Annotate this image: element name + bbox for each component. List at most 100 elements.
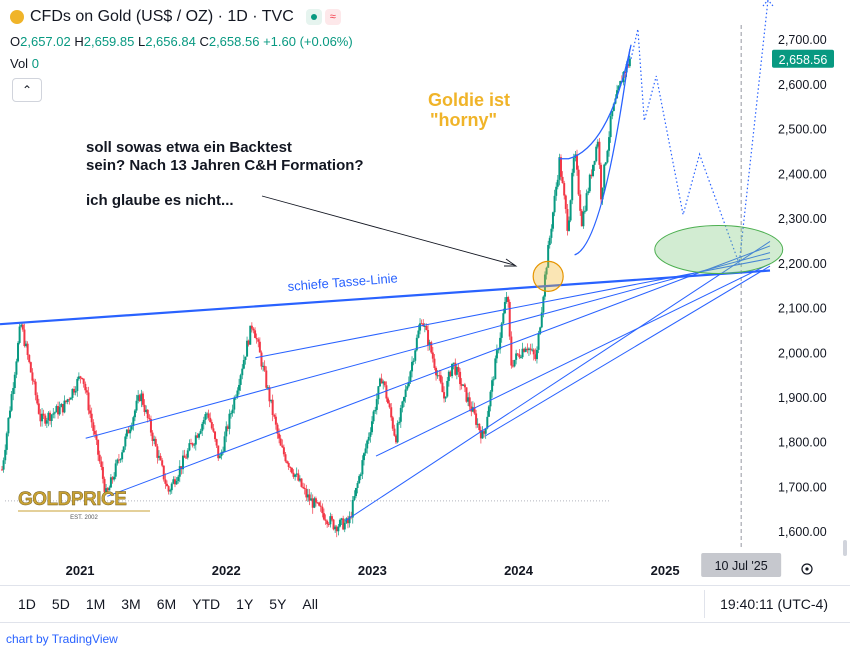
timezone-clock[interactable]: 19:40:11 (UTC-4) [720, 596, 828, 612]
candle-body [218, 456, 221, 459]
y-tick-label: 2,700.00 [778, 33, 827, 47]
annotation-arrowhead [504, 258, 518, 267]
candle-body [414, 350, 417, 361]
gold-annotation-line1: Goldie ist [428, 90, 510, 110]
candle-body [494, 358, 497, 380]
candle-body [73, 388, 76, 393]
candle-body [63, 400, 66, 413]
candle-body [375, 399, 378, 410]
candle-body [580, 210, 583, 227]
candle-body [266, 387, 269, 389]
timeframe-ytd[interactable]: YTD [192, 596, 221, 612]
candle-body [239, 375, 242, 385]
timeframe-1m[interactable]: 1M [85, 596, 106, 612]
candle-body [511, 365, 514, 367]
timeframe-6m[interactable]: 6M [156, 596, 177, 612]
candle-body [427, 329, 430, 346]
candle-body [170, 483, 173, 491]
candle-body [7, 417, 10, 434]
candle-body [361, 460, 364, 475]
candle-body [4, 449, 7, 461]
candle-body [601, 187, 604, 200]
candle-body [300, 478, 303, 487]
x-tick-label: 2025 [651, 563, 680, 578]
candle-body [254, 330, 257, 338]
collapse-legend-button[interactable]: ⌃ [12, 78, 42, 102]
candle-body [502, 313, 505, 324]
candle-body [303, 487, 306, 490]
candle-body [447, 371, 450, 381]
candle-body [71, 388, 74, 398]
divider [0, 622, 850, 623]
timeframe-3m[interactable]: 3M [121, 596, 141, 612]
candle-body [260, 352, 263, 367]
candle-body [122, 446, 125, 453]
trendline [344, 241, 771, 522]
timeframe-5y[interactable]: 5Y [269, 596, 287, 612]
candle-body [23, 329, 26, 347]
annotation-text-line2: sein? Nach 13 Jahren C&H Formation? [86, 157, 364, 174]
timeframe-1y[interactable]: 1Y [236, 596, 254, 612]
x-tick-label: 2024 [504, 563, 534, 578]
candle-body [66, 399, 69, 402]
candle-body [311, 498, 314, 508]
candle-body [358, 476, 361, 484]
candle-body [335, 526, 338, 532]
candle-body [85, 390, 88, 393]
last-price-label: 2,658.56 [779, 53, 828, 67]
candle-body [465, 387, 468, 402]
candle-body [282, 447, 285, 455]
candle-body [212, 428, 215, 432]
candle-body [590, 174, 593, 177]
candle-body [252, 328, 255, 331]
open-label: O [10, 34, 21, 49]
candle-body [116, 459, 119, 464]
target-zone-ellipse [654, 225, 784, 275]
candle-body [403, 397, 406, 402]
candle-body [50, 414, 53, 421]
candle-body [157, 455, 160, 458]
candle-body [372, 411, 375, 422]
symbol-header[interactable]: CFDs on Gold (US$ / OZ) · 1D · TVC ≈ [10, 8, 341, 26]
candle-body [451, 363, 454, 377]
candle-body [250, 325, 253, 329]
candle-body [483, 431, 486, 434]
x-tick-label: 2023 [358, 563, 387, 578]
trendline [375, 263, 771, 457]
price-chart[interactable]: 1,600.00 1,700.00 1,800.00 1,900.00 2,000.00… [0, 0, 850, 585]
symbol-title: CFDs on Gold (US$ / OZ) · 1D · TVC [30, 8, 294, 25]
candle-body [194, 435, 197, 445]
tradingview-credit-link[interactable]: chart by TradingView [6, 632, 118, 646]
candle-body [137, 395, 140, 401]
candle-body [609, 116, 612, 138]
candle-body [81, 377, 84, 379]
timeframe-1d[interactable]: 1D [18, 596, 36, 612]
candle-body [223, 436, 226, 452]
candle-body [532, 349, 535, 355]
candle-body [337, 526, 340, 532]
candle-body [518, 354, 521, 358]
timeframe-5d[interactable]: 5D [51, 596, 70, 612]
candle-body [109, 477, 112, 488]
candle-body [310, 498, 313, 501]
candle-body [199, 430, 202, 434]
candle-body [425, 326, 428, 330]
candle-body [247, 340, 250, 345]
candle-body [529, 348, 532, 351]
candle-body [100, 461, 103, 467]
candle-body [281, 445, 284, 448]
candle-body [535, 349, 538, 360]
timeframe-all[interactable]: All [302, 596, 318, 612]
candle-body [209, 417, 212, 423]
candle-body [61, 403, 64, 413]
candle-body [39, 413, 42, 422]
candle-body [140, 393, 143, 402]
candle-body [547, 244, 550, 268]
candle-body [420, 323, 423, 325]
candle-body [526, 348, 529, 351]
candle-body [354, 487, 357, 497]
candle-body [524, 348, 527, 352]
candle-body [628, 58, 631, 67]
candle-body [77, 376, 80, 379]
candle-body [542, 296, 545, 313]
